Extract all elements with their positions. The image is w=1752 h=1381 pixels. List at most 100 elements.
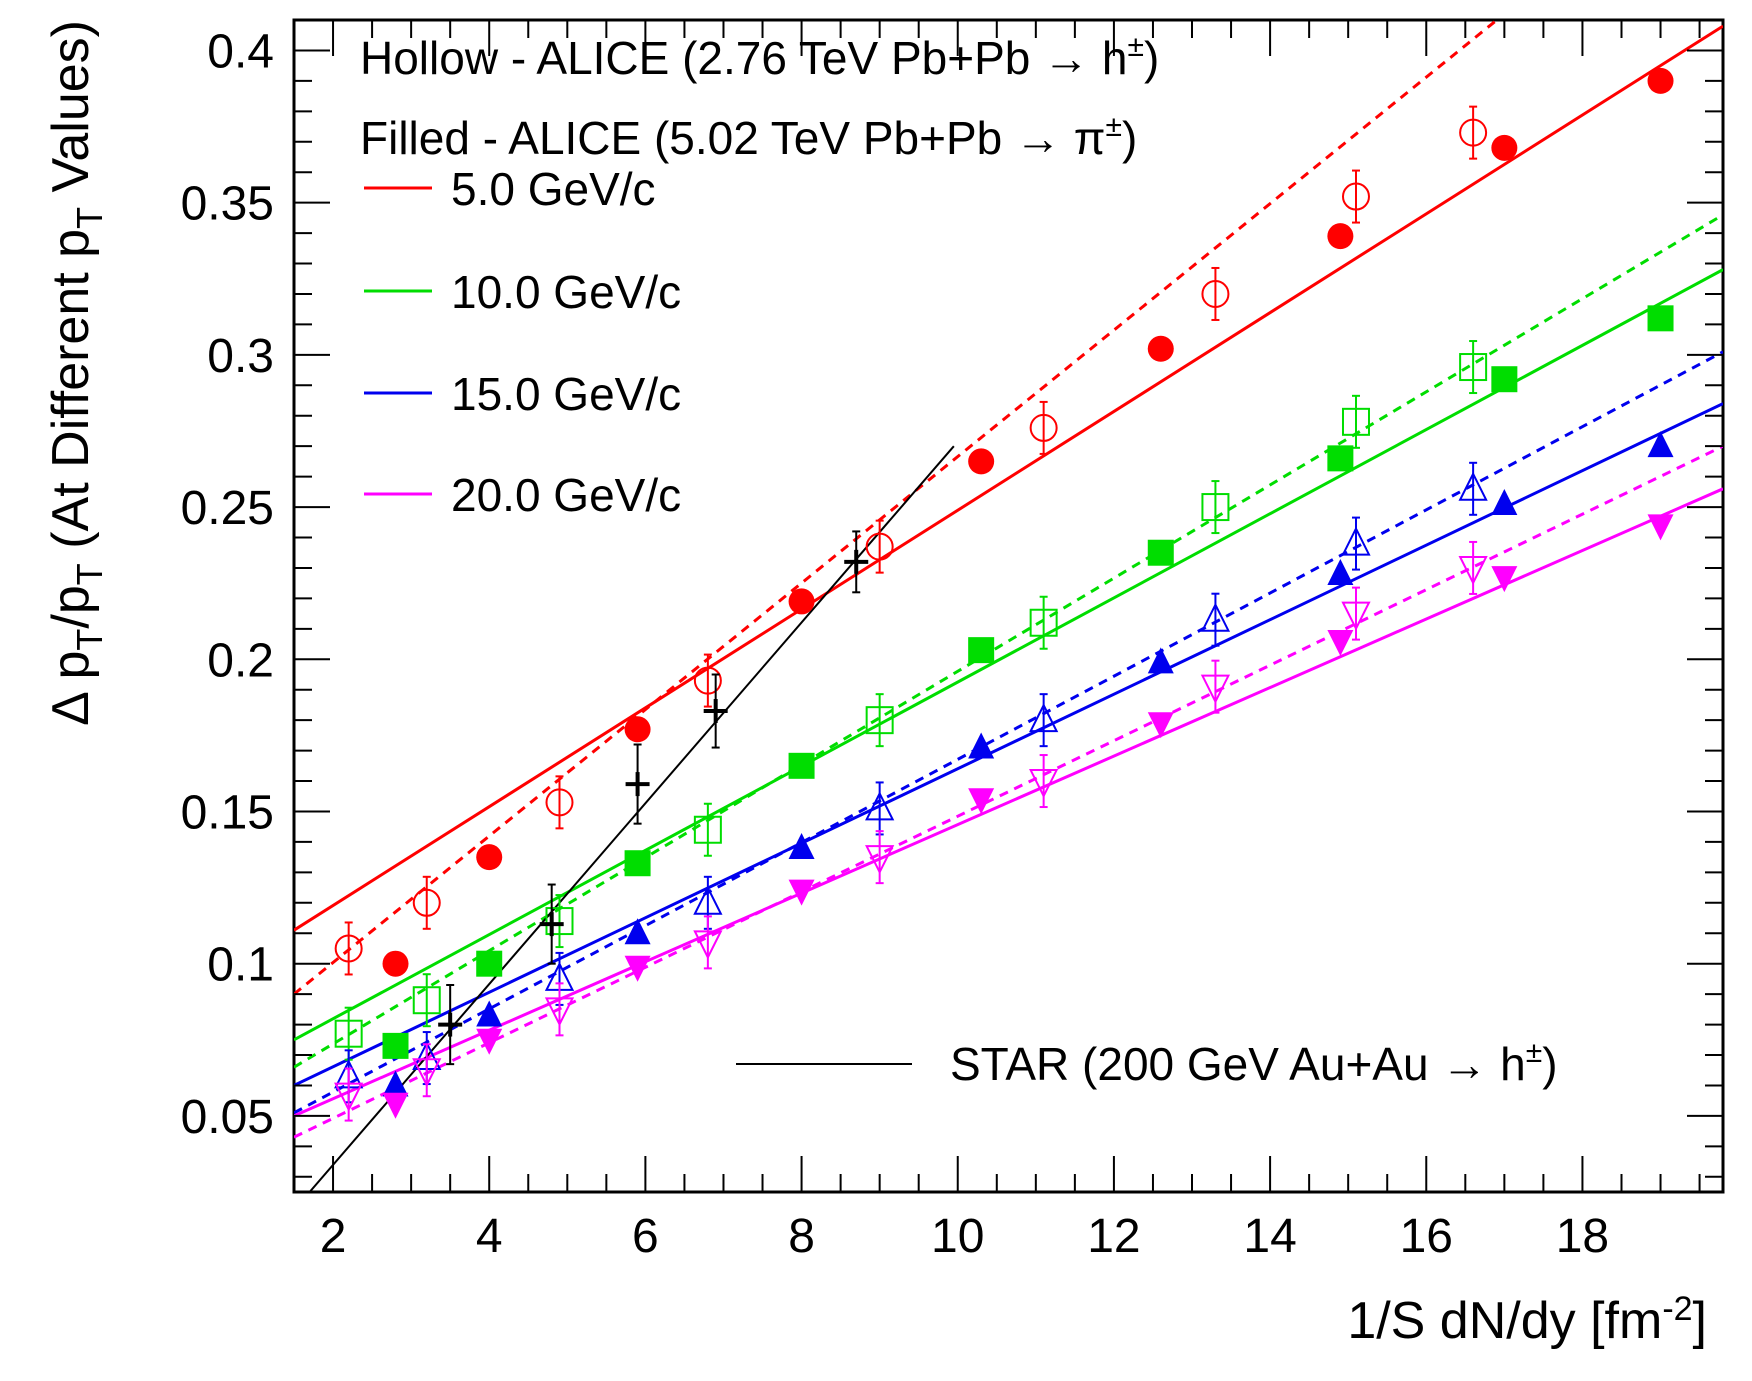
x-axis-title: 1/S dN/dy [fm-2]	[1347, 1290, 1707, 1350]
y-axis-ticks: 0.05 0.1 0.15 0.2 0.25 0.3 0.35 0.4	[181, 19, 1723, 1178]
data-point-hollow	[693, 930, 723, 960]
data-point-filled	[1647, 305, 1674, 332]
data-point-filled	[382, 1092, 409, 1119]
data-point-filled	[382, 1070, 409, 1097]
data-point-filled	[476, 1000, 503, 1027]
data-point-filled	[968, 448, 995, 475]
data-point-hollow	[693, 666, 722, 695]
data-point-filled	[968, 732, 995, 759]
data-point-filled	[788, 833, 815, 860]
data-point-hollow	[865, 791, 895, 821]
data-point-filled	[1647, 431, 1674, 458]
x-tick-label: 4	[476, 1210, 503, 1263]
legend-label-5gev: 5.0 GeV/c	[451, 163, 656, 215]
data-point-filled	[476, 844, 503, 871]
fit-line-filled-0	[294, 24, 1723, 932]
data-point-hollow	[1029, 769, 1059, 799]
x-tick-label: 18	[1556, 1210, 1609, 1263]
data-point-filled	[624, 850, 651, 877]
data-point-hollow	[412, 986, 441, 1015]
data-point-filled	[476, 1028, 503, 1055]
data-point-hollow	[1341, 182, 1370, 211]
fit-line-hollow-0	[294, 20, 1500, 996]
data-point-hollow	[1201, 493, 1230, 522]
data-point-filled	[476, 950, 503, 977]
data-point-filled	[1327, 445, 1354, 472]
data-point-filled	[968, 788, 995, 815]
fit-line-filled-3	[294, 487, 1723, 1118]
data-point-filled	[1327, 223, 1354, 250]
legend-label-star: STAR (200 GeV Au+Au → h±)	[950, 1036, 1558, 1090]
x-tick-label: 12	[1087, 1210, 1140, 1263]
data-point-filled	[624, 955, 651, 982]
data-point-hollow	[1458, 471, 1488, 501]
legend-header-filled: Filled - ALICE (5.02 TeV Pb+Pb → π±)	[360, 110, 1137, 164]
data-point-hollow	[865, 845, 895, 875]
data-point-hollow	[1341, 407, 1370, 436]
data-point-filled	[624, 918, 651, 945]
data-point-hollow	[693, 815, 722, 844]
data-point-hollow	[545, 907, 574, 936]
fit-lines	[294, 20, 1723, 1192]
y-axis-title: Δ pT/pT (At Different pT Values)	[42, 20, 110, 726]
data-point-hollow	[334, 1082, 364, 1112]
data-point-hollow	[865, 532, 894, 561]
data-point-filled	[1491, 489, 1518, 516]
data-point-filled	[1491, 366, 1518, 393]
data-point-hollow	[1341, 601, 1371, 631]
data-point-filled	[1491, 566, 1518, 593]
data-point-filled	[1147, 335, 1174, 362]
data-point-filled	[382, 1032, 409, 1059]
data-point-hollow	[1341, 526, 1371, 556]
data-point-hollow	[544, 997, 575, 1027]
x-tick-label: 6	[632, 1210, 659, 1263]
data-point-filled	[788, 588, 815, 615]
data-point-hollow	[412, 1058, 442, 1088]
data-point-filled	[1147, 712, 1174, 739]
y-tick-label: 0.4	[207, 25, 274, 78]
data-point-hollow	[412, 888, 441, 917]
y-tick-label: 0.1	[207, 939, 274, 992]
y-tick-label: 0.25	[181, 482, 274, 535]
data-point-hollow	[1458, 555, 1488, 586]
fit-line-filled-1	[294, 268, 1723, 1042]
data-point-filled	[1647, 67, 1674, 94]
data-point-filled	[1327, 630, 1354, 657]
x-tick-label: 2	[320, 1210, 347, 1263]
data-markers	[334, 67, 1674, 1122]
data-point-hollow	[545, 788, 574, 817]
data-point-hollow	[1200, 674, 1231, 704]
data-point-hollow	[1029, 608, 1058, 637]
data-point-filled	[1647, 514, 1674, 541]
data-point-hollow	[1029, 413, 1058, 442]
fit-line-filled-2	[294, 402, 1723, 1087]
y-tick-label: 0.15	[181, 786, 274, 839]
data-point-filled	[788, 752, 815, 779]
y-tick-label: 0.3	[207, 330, 274, 383]
data-point-hollow	[1029, 702, 1059, 733]
y-tick-label: 0.35	[181, 178, 274, 231]
data-point-filled	[1491, 134, 1518, 161]
fit-line-hollow-1	[294, 213, 1723, 1069]
fit-line-hollow-2	[294, 350, 1723, 1115]
data-point-hollow	[334, 1019, 363, 1048]
legend: 5.0 GeV/c 10.0 GeV/c 15.0 GeV/c 20.0 GeV…	[364, 163, 1558, 1090]
data-point-filled	[968, 637, 995, 664]
data-point-hollow	[334, 934, 363, 963]
data-point-filled	[1147, 539, 1174, 566]
y-tick-label: 0.05	[181, 1091, 274, 1144]
data-point-filled	[624, 716, 651, 743]
data-point-hollow	[1201, 279, 1230, 308]
x-axis-ticks: 2 4 6 8 10 12 14 16 18	[293, 20, 1701, 1263]
data-point-filled	[1327, 559, 1354, 586]
legend-label-20gev: 20.0 GeV/c	[451, 469, 681, 521]
y-tick-label: 0.2	[207, 634, 274, 687]
data-point-hollow	[693, 885, 723, 915]
x-tick-label: 14	[1243, 1210, 1296, 1263]
data-point-hollow	[1200, 602, 1231, 632]
legend-label-15gev: 15.0 GeV/c	[451, 368, 681, 420]
fit-line-hollow-3	[294, 444, 1723, 1139]
data-point-hollow	[865, 706, 894, 735]
data-point-filled	[788, 879, 815, 906]
